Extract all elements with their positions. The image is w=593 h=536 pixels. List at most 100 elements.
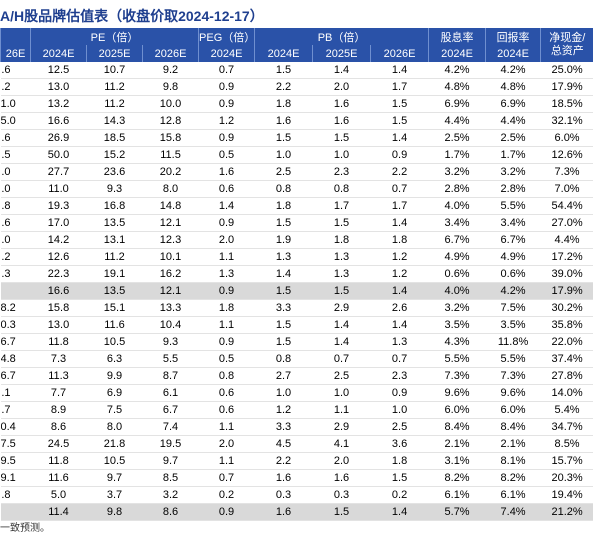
table-cell: 13.0	[30, 78, 87, 96]
table-cell: 3.2%	[428, 163, 486, 181]
table-body: .6 12.5 10.7 9.2 0.7 1.5 1.4 1.4 4.2% 4.2% 25.0% .2…	[0, 62, 593, 521]
table-cell: .2	[0, 78, 31, 96]
table-row: 0.3 13.0 11.6 10.4 1.1 1.5 1.4 1.4 3.5% 3.5% 35.8%	[0, 316, 593, 334]
table-cell: 5.4%	[540, 401, 593, 419]
table-cell: 6.9%	[428, 95, 486, 113]
table-cell: 13.2	[30, 95, 87, 113]
table-cell: 4.4%	[540, 231, 593, 249]
table-cell: 2.5	[254, 163, 313, 181]
table-cell: 0.8	[254, 350, 313, 368]
table-cell: 13.0	[30, 316, 87, 334]
table-cell: 0.3	[0, 316, 31, 334]
table-cell: 2.2	[254, 452, 313, 470]
table-cell: 6.7	[0, 367, 31, 385]
table-cell: 3.6	[370, 435, 429, 453]
table-cell: 3.5%	[485, 316, 541, 334]
table-cell: 1.3	[254, 248, 313, 266]
table-row: .0 11.0 9.3 8.0 0.6 0.8 0.8 0.7 2.8% 2.8% 7.0%	[0, 180, 593, 198]
table-cell: 20.3%	[540, 469, 593, 487]
table-cell: 7.3	[30, 350, 87, 368]
header-year: 2024E	[30, 45, 87, 62]
table-cell: 0.9	[198, 129, 255, 147]
header-group: PEG（倍）	[198, 28, 255, 45]
table-cell: 9.2	[142, 62, 199, 79]
table-title: A/H股品牌估值表（收盘价取2024-12-17）	[0, 8, 264, 24]
table-cell: 17.2%	[540, 248, 593, 266]
table-cell: 13.5	[86, 214, 143, 232]
table-cell: 1.6	[312, 112, 371, 130]
table-cell: 2.3	[370, 367, 429, 385]
table-cell: 8.4%	[485, 418, 541, 436]
table-cell: 8.6	[142, 503, 199, 521]
table-cell: 11.2	[86, 248, 143, 266]
table-cell: 1.0	[370, 401, 429, 419]
table-cell: 1.5	[312, 214, 371, 232]
table-cell: 1.5	[312, 503, 371, 521]
table-cell: .0	[0, 180, 31, 198]
table-cell: 19.4%	[540, 486, 593, 504]
header-year: 26E	[0, 45, 31, 62]
table-cell: 1.3	[198, 265, 255, 283]
table-cell: 22.0%	[540, 333, 593, 351]
table-cell: 1.4	[198, 197, 255, 215]
table-row: .7 8.9 7.5 6.7 0.6 1.2 1.1 1.0 6.0% 6.0% 5.4%	[0, 401, 593, 419]
table-row: .8 19.3 16.8 14.8 1.4 1.8 1.7 1.7 4.0% 5.5% 54.4%	[0, 197, 593, 215]
table-cell: 23.6	[86, 163, 143, 181]
table-cell: 12.3	[142, 231, 199, 249]
header-year: 2024E	[198, 45, 255, 62]
table-cell: 0.5	[198, 146, 255, 164]
table-cell: 2.9	[312, 299, 371, 317]
header-year: 2024E	[485, 45, 541, 62]
table-cell: 54.4%	[540, 197, 593, 215]
table-cell: 7.0%	[540, 180, 593, 198]
table-cell: 3.5%	[428, 316, 486, 334]
table-cell: 17.9%	[540, 282, 593, 300]
table-cell: 3.3	[254, 418, 313, 436]
table-cell: 6.7%	[428, 231, 486, 249]
table-cell: .2	[0, 248, 31, 266]
table-cell: 9.8	[142, 78, 199, 96]
table-cell: 1.4	[312, 62, 371, 79]
table-cell: 30.2%	[540, 299, 593, 317]
table-cell: 26.9	[30, 129, 87, 147]
table-cell: 19.1	[86, 265, 143, 283]
table-cell: 0.9	[370, 384, 429, 402]
table-row: 7.5 24.5 21.8 19.5 2.0 4.5 4.1 3.6 2.1% 2.1% 8.5%	[0, 435, 593, 453]
table-cell: 2.3	[312, 163, 371, 181]
table-cell: 14.3	[86, 112, 143, 130]
table-cell: 8.9	[30, 401, 87, 419]
table-cell: 15.8	[30, 299, 87, 317]
table-cell: 12.1	[142, 282, 199, 300]
table-cell: 0.2	[370, 486, 429, 504]
table-cell: 17.9%	[540, 78, 593, 96]
table-cell: 16.2	[142, 265, 199, 283]
table-row: 4.8 7.3 6.3 5.5 0.5 0.8 0.7 0.7 5.5% 5.5% 37.4%	[0, 350, 593, 368]
table-cell: 15.1	[86, 299, 143, 317]
table-cell: 5.0	[0, 112, 31, 130]
header-row: PE（倍） PEG（倍） PB（倍） 股息率 回报率 净现金/总资产	[0, 28, 593, 62]
table-cell: 10.7	[86, 62, 143, 79]
table-cell: 27.8%	[540, 367, 593, 385]
table-cell: 4.5	[254, 435, 313, 453]
table-row: 1.0 13.2 11.2 10.0 0.9 1.8 1.6 1.5 6.9% 6.9% 18.5%	[0, 95, 593, 113]
table-cell: 0.4	[0, 418, 31, 436]
table-cell: 0.8	[198, 367, 255, 385]
table-cell: 7.3%	[485, 367, 541, 385]
table-cell: 1.1	[198, 452, 255, 470]
table-row: 6.7 11.8 10.5 9.3 0.9 1.5 1.4 1.3 4.3% 11.8% 22.0%	[0, 333, 593, 351]
table-cell: 9.7	[142, 452, 199, 470]
table-row: .6 12.5 10.7 9.2 0.7 1.5 1.4 1.4 4.2% 4.2% 25.0%	[0, 62, 593, 79]
table-row: 9.5 11.8 10.5 9.7 1.1 2.2 2.0 1.8 3.1% 8.1% 15.7%	[0, 452, 593, 470]
table-row: .5 50.0 15.2 11.5 0.5 1.0 1.0 0.9 1.7% 1.7% 12.6%	[0, 146, 593, 164]
table-cell: 21.2%	[540, 503, 593, 521]
table-cell: 8.2%	[428, 469, 486, 487]
table-cell: 1.0	[312, 146, 371, 164]
table-cell: 17.0	[30, 214, 87, 232]
table-cell: 1.1	[312, 401, 371, 419]
table-cell: 19.5	[142, 435, 199, 453]
table-cell: 1.2	[254, 401, 313, 419]
table-row: .2 12.6 11.2 10.1 1.1 1.3 1.3 1.2 4.9% 4.9% 17.2%	[0, 248, 593, 266]
table-cell: 6.9%	[485, 95, 541, 113]
table-cell: 7.7	[30, 384, 87, 402]
table-row: 16.6 13.5 12.1 0.9 1.5 1.5 1.4 4.0% 4.2% 17.9%	[0, 282, 593, 300]
